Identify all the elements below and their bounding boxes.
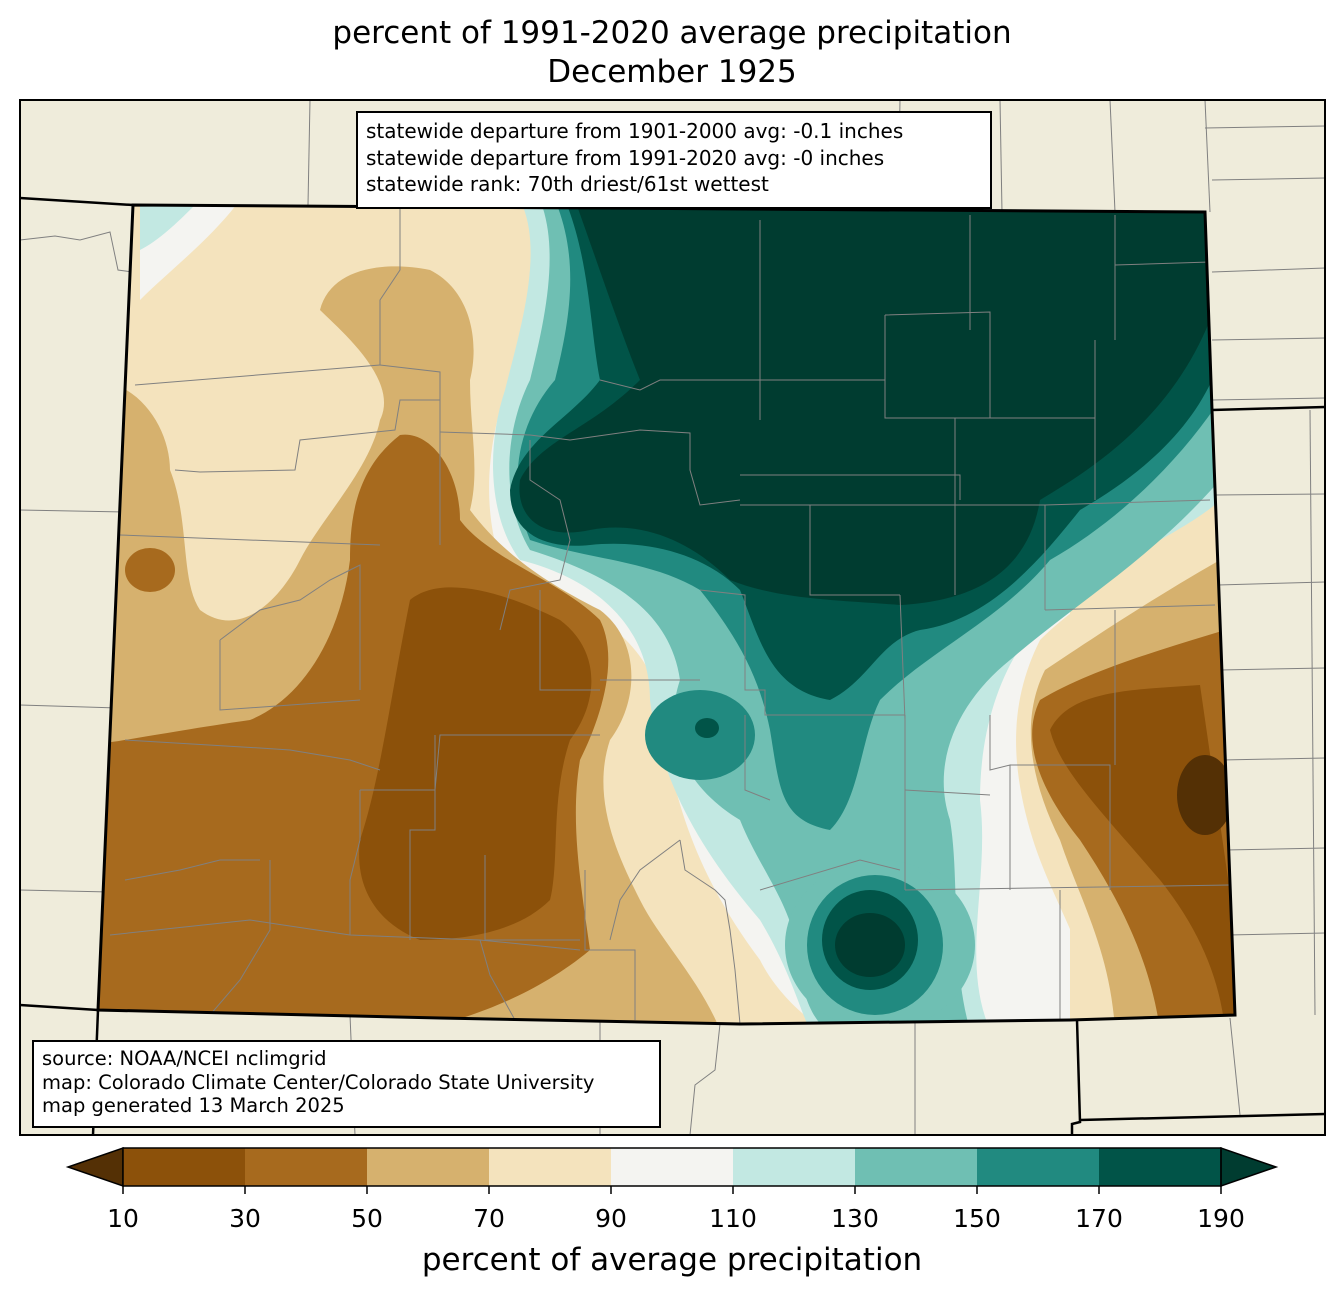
colorbar-bin-30-50 xyxy=(245,1148,367,1186)
statewide-stats-box: statewide departure from 1901-2000 avg: … xyxy=(356,111,992,209)
contour-se-under-10 xyxy=(1177,755,1233,835)
title-line-2: December 1925 xyxy=(547,54,797,90)
colorbar-tick-label: 50 xyxy=(351,1204,383,1233)
colorbar-bin-150-170 xyxy=(977,1148,1099,1186)
colorbar-tick-label: 170 xyxy=(1075,1204,1123,1233)
source-line-1: source: NOAA/NCEI nclimgrid xyxy=(42,1047,327,1070)
stats-line-1: statewide departure from 1901-2000 avg: … xyxy=(366,119,904,143)
contour-over-190 xyxy=(519,205,1210,605)
colorbar-bin-110-130 xyxy=(733,1148,855,1186)
colorbar-bin-130-150 xyxy=(855,1148,977,1186)
precip-contours xyxy=(98,205,1235,1024)
colorbar-tick-label: 70 xyxy=(473,1204,505,1233)
colorbar-label: percent of average precipitation xyxy=(421,1242,923,1278)
colorbar-tick-label: 10 xyxy=(107,1204,139,1233)
colorbar-bin-90-110 xyxy=(611,1148,733,1186)
colorbar-tick-label: 130 xyxy=(831,1204,879,1233)
colorbar-tick-label: 110 xyxy=(709,1204,757,1233)
colorbar-bin-50-70 xyxy=(367,1148,489,1186)
neighbor-county-lines xyxy=(20,100,1325,1135)
colorbar-outline xyxy=(122,1147,1222,1187)
colorado-state-border xyxy=(96,203,1237,1026)
contour-110-130-nw xyxy=(140,205,200,250)
stats-line-3: statewide rank: 70th driest/61st wettest xyxy=(366,172,769,196)
contour-10-30 xyxy=(359,587,592,940)
map-frame-content xyxy=(20,100,1325,1135)
colorbar-under-arrow xyxy=(65,1146,124,1188)
colorbar-bin-170-190 xyxy=(1099,1148,1221,1186)
colorado-county-lines xyxy=(109,205,1231,1024)
contour-south-190 xyxy=(835,913,905,977)
contour-central-170 xyxy=(695,718,719,738)
source-box: source: NOAA/NCEI nclimgrid map: Colorad… xyxy=(32,1040,661,1128)
colorbar-tick-label: 30 xyxy=(229,1204,261,1233)
contour-30-50-nw xyxy=(125,548,175,592)
colorbar-bin-70-90 xyxy=(489,1148,611,1186)
colorbar-tick-label: 150 xyxy=(953,1204,1001,1233)
source-line-2: map: Colorado Climate Center/Colorado St… xyxy=(42,1070,595,1094)
stats-line-2: statewide departure from 1991-2020 avg: … xyxy=(366,145,885,170)
colorbar-ticks xyxy=(122,1186,1222,1194)
map-title: percent of 1991-2020 average precipitati… xyxy=(0,14,1344,92)
source-line-3: map generated 13 March 2025 xyxy=(42,1094,345,1117)
colorbar-bin-10-30 xyxy=(123,1148,245,1186)
colorbar xyxy=(65,1146,1279,1194)
colorbar-tick-label: 90 xyxy=(595,1204,627,1233)
map-frame-border xyxy=(19,99,1326,1136)
title-line-1: percent of 1991-2020 average precipitati… xyxy=(332,15,1012,51)
colorbar-over-arrow xyxy=(1220,1146,1279,1188)
colorbar-tick-label: 190 xyxy=(1197,1204,1245,1233)
